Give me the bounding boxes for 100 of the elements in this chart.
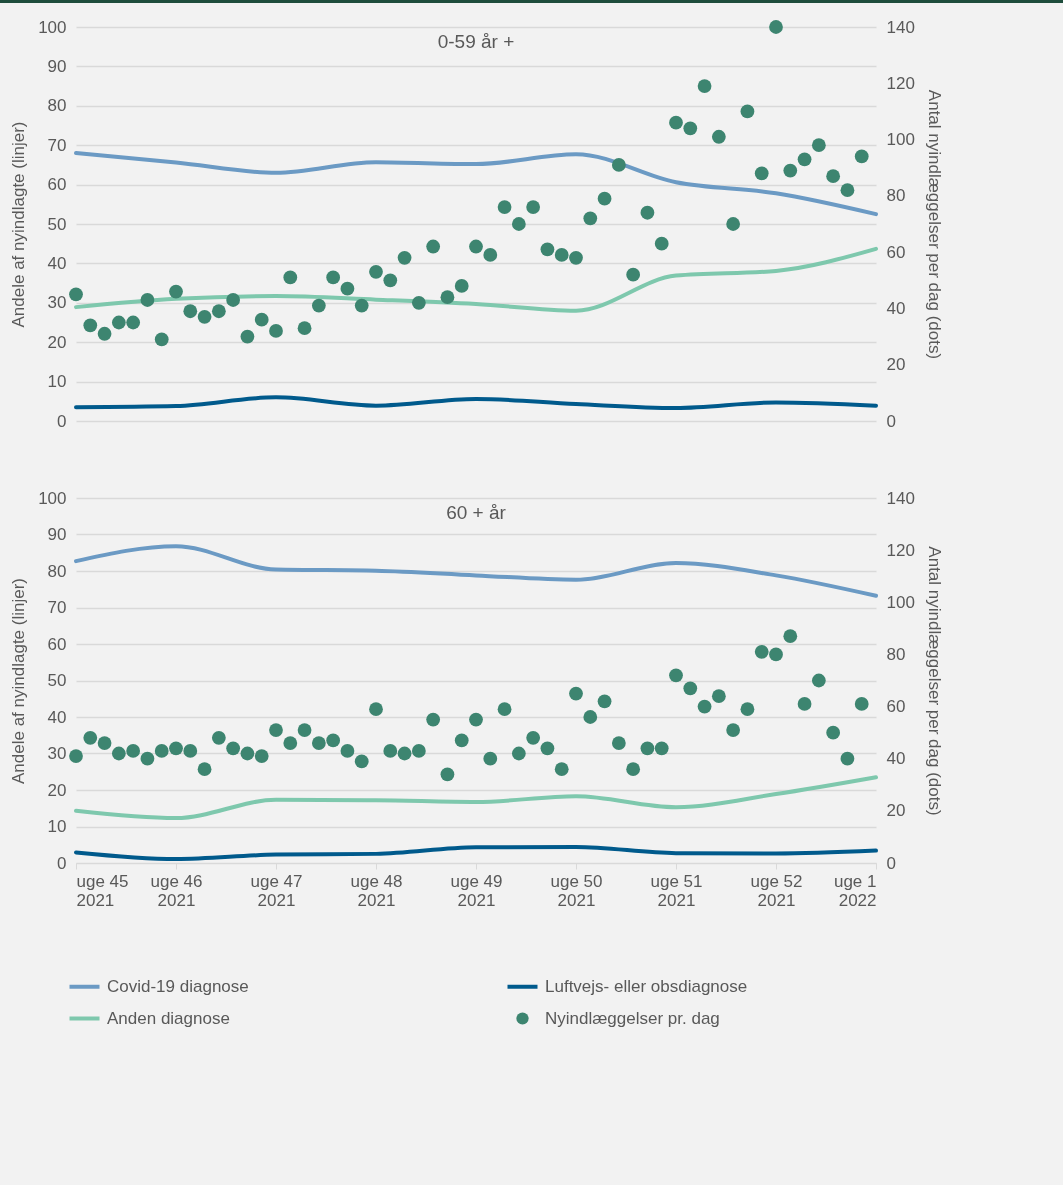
y-tick-label: 30 bbox=[47, 293, 67, 313]
x-tick-label: uge 50 2021 bbox=[550, 871, 603, 910]
y-tick-label: 0 bbox=[57, 853, 67, 873]
point bbox=[797, 152, 812, 167]
y-tick-label: 70 bbox=[47, 598, 67, 617]
y-tick-label: 40 bbox=[47, 707, 67, 727]
point bbox=[369, 264, 383, 279]
y2-tick-label: 100 bbox=[886, 130, 915, 150]
point bbox=[426, 239, 441, 254]
line-series bbox=[74, 151, 878, 217]
point bbox=[211, 304, 226, 319]
y2-axis-title: Antal nyindlæggelser per dag (dots) bbox=[924, 89, 944, 360]
point bbox=[497, 200, 512, 214]
y2-tick-label: 120 bbox=[886, 73, 915, 93]
point bbox=[769, 20, 783, 34]
y2-tick-label: 20 bbox=[886, 355, 906, 375]
point bbox=[483, 248, 498, 262]
y-axis-title: Andele af nyindlagte (linjer) bbox=[9, 577, 29, 785]
point bbox=[626, 267, 641, 282]
y2-tick-label: 40 bbox=[886, 298, 906, 318]
y-tick-label: 40 bbox=[47, 253, 67, 273]
point bbox=[397, 250, 412, 265]
point bbox=[340, 281, 355, 296]
point bbox=[583, 211, 598, 226]
point bbox=[840, 183, 855, 198]
point bbox=[683, 121, 698, 136]
point bbox=[254, 312, 269, 327]
point bbox=[126, 315, 141, 330]
y-tick-label: 50 bbox=[47, 671, 67, 690]
y-tick-label: 20 bbox=[47, 780, 67, 800]
chart-title: 60 + år bbox=[446, 502, 507, 523]
y2-tick-label: 120 bbox=[886, 540, 915, 560]
y2-tick-label: 80 bbox=[886, 644, 906, 664]
point bbox=[354, 298, 369, 313]
point bbox=[469, 239, 483, 254]
point bbox=[111, 315, 126, 330]
y2-axis-title: Antal nyindlæggelser per dag (dots) bbox=[924, 546, 944, 816]
point bbox=[669, 115, 683, 130]
y-tick-label: 100 bbox=[38, 17, 67, 37]
x-tick-label: uge 47 2021 bbox=[250, 871, 303, 910]
x-tick-label: uge 52 2021 bbox=[750, 871, 803, 910]
y-tick-label: 90 bbox=[47, 56, 67, 76]
x-tick-label: uge 48 2021 bbox=[350, 871, 403, 910]
legend-label: Luftvejs- eller obsdiagnose bbox=[545, 976, 748, 996]
y-tick-label: 80 bbox=[47, 561, 67, 581]
y-tick-label: 30 bbox=[47, 744, 67, 763]
point bbox=[854, 149, 869, 164]
y2-tick-label: 80 bbox=[886, 186, 906, 206]
point bbox=[140, 293, 155, 307]
x-tick-label: uge 1 2022 bbox=[833, 871, 877, 910]
y2-tick-label: 60 bbox=[886, 242, 906, 262]
point bbox=[740, 104, 755, 119]
y2-tick-label: 40 bbox=[886, 749, 906, 769]
point bbox=[526, 200, 541, 214]
point bbox=[283, 270, 298, 285]
point bbox=[326, 270, 341, 285]
legend-label: Covid-19 diagnose bbox=[107, 976, 249, 996]
point bbox=[597, 191, 612, 206]
point bbox=[811, 138, 826, 153]
point bbox=[83, 318, 98, 333]
x-tick-label: uge 49 2021 bbox=[450, 871, 503, 910]
point bbox=[554, 248, 569, 262]
y2-tick-label: 0 bbox=[886, 853, 896, 873]
chart-title: 0-59 år + bbox=[437, 31, 515, 52]
point bbox=[297, 321, 312, 336]
point bbox=[226, 293, 241, 307]
y2-tick-label: 140 bbox=[886, 488, 915, 508]
y-tick-label: 90 bbox=[47, 525, 67, 544]
y2-tick-label: 140 bbox=[886, 17, 915, 37]
point bbox=[97, 326, 112, 341]
x-tick-label: uge 51 2021 bbox=[650, 871, 703, 910]
point bbox=[383, 273, 398, 288]
point bbox=[440, 290, 455, 305]
y-tick-label: 20 bbox=[47, 332, 67, 352]
legend-label: Anden diagnose bbox=[107, 1008, 230, 1028]
point bbox=[654, 236, 669, 251]
point bbox=[169, 284, 183, 299]
y-tick-label: 60 bbox=[47, 175, 67, 195]
point bbox=[754, 166, 769, 181]
point bbox=[197, 309, 212, 324]
line-series bbox=[74, 544, 878, 598]
point bbox=[711, 129, 726, 144]
y-tick-label: 10 bbox=[47, 817, 67, 836]
y-tick-label: 60 bbox=[47, 634, 67, 654]
point bbox=[154, 332, 169, 347]
y-tick-label: 50 bbox=[47, 214, 67, 234]
point bbox=[69, 287, 83, 302]
y2-tick-label: 0 bbox=[886, 411, 896, 431]
point bbox=[611, 158, 626, 172]
point bbox=[454, 279, 469, 293]
point bbox=[411, 295, 426, 310]
point bbox=[826, 169, 841, 184]
line-series bbox=[74, 395, 878, 410]
point bbox=[311, 298, 326, 313]
point bbox=[540, 242, 555, 257]
line-series bbox=[74, 246, 878, 313]
line-series bbox=[74, 775, 878, 821]
y2-tick-label: 100 bbox=[886, 592, 915, 612]
point bbox=[269, 324, 283, 338]
x-tick-label: uge 46 2021 bbox=[150, 871, 203, 910]
